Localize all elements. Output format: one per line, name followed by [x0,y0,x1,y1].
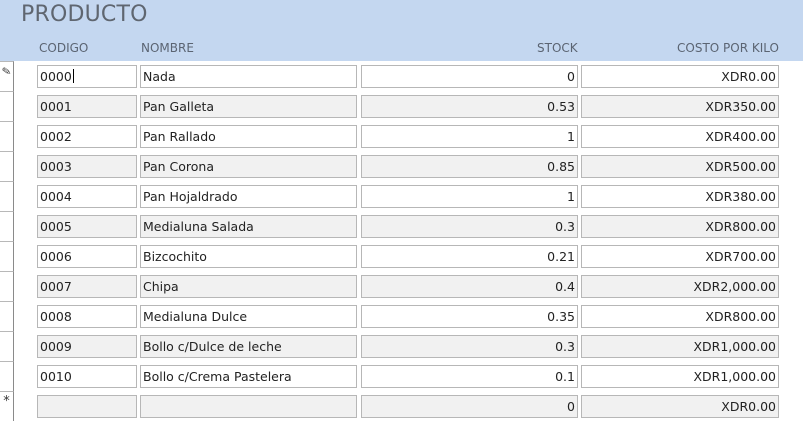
record-row: 0010 Bollo c/Crema Pastelera 0.1 XDR1,00… [0,361,803,391]
new-record-selector[interactable]: * [0,391,14,421]
text-cursor [72,69,74,83]
stock-field[interactable]: 0.1 [361,365,578,388]
record-selector[interactable] [0,271,14,301]
record-selector[interactable] [0,241,14,271]
nombre-field[interactable]: Bollo c/Dulce de leche [140,335,357,358]
stock-field[interactable]: 1 [361,125,578,148]
codigo-field[interactable]: 0003 [37,155,137,178]
record-selector[interactable] [0,301,14,331]
codigo-field[interactable]: 0000 [37,65,137,88]
costo-field[interactable]: XDR0.00 [581,65,779,88]
record-selector[interactable] [0,211,14,241]
costo-field[interactable]: XDR800.00 [581,305,779,328]
costo-field[interactable]: XDR2,000.00 [581,275,779,298]
new-record-asterisk-icon: * [3,394,10,409]
stock-field[interactable]: 0 [361,65,578,88]
codigo-field[interactable]: 0009 [37,335,137,358]
stock-field[interactable]: 0.85 [361,155,578,178]
form-title: PRODUCTO [21,2,148,27]
codigo-field[interactable]: 0006 [37,245,137,268]
nombre-field[interactable] [140,395,357,418]
record-row: 0004 Pan Hojaldrado 1 XDR380.00 [0,181,803,211]
stock-field[interactable]: 0 [361,395,578,418]
record-row: 0007 Chipa 0.4 XDR2,000.00 [0,271,803,301]
stock-field[interactable]: 1 [361,185,578,208]
record-selector[interactable] [0,331,14,361]
nombre-field[interactable]: Pan Corona [140,155,357,178]
costo-field[interactable]: XDR350.00 [581,95,779,118]
costo-field[interactable]: XDR400.00 [581,125,779,148]
record-row: 0006 Bizcochito 0.21 XDR700.00 [0,241,803,271]
costo-field[interactable]: XDR700.00 [581,245,779,268]
form-header: PRODUCTO CODIGO NOMBRE STOCK COSTO POR K… [0,0,803,61]
nombre-field[interactable]: Medialuna Dulce [140,305,357,328]
nombre-field[interactable]: Pan Galleta [140,95,357,118]
nombre-field[interactable]: Chipa [140,275,357,298]
record-selector[interactable] [0,361,14,391]
codigo-field[interactable]: 0002 [37,125,137,148]
column-header-costo: COSTO POR KILO [677,41,779,55]
nombre-field[interactable]: Pan Rallado [140,125,357,148]
stock-field[interactable]: 0.4 [361,275,578,298]
stock-field[interactable]: 0.35 [361,305,578,328]
column-header-nombre: NOMBRE [141,41,194,55]
codigo-field[interactable]: 0008 [37,305,137,328]
record-row: 0005 Medialuna Salada 0.3 XDR800.00 [0,211,803,241]
record-row: ✎ 0000 Nada 0 XDR0.00 [0,61,803,91]
nombre-field[interactable]: Bizcochito [140,245,357,268]
codigo-field[interactable]: 0001 [37,95,137,118]
column-header-stock: STOCK [537,41,578,55]
stock-field[interactable]: 0.3 [361,215,578,238]
costo-field[interactable]: XDR0.00 [581,395,779,418]
record-row: 0009 Bollo c/Dulce de leche 0.3 XDR1,000… [0,331,803,361]
record-selector[interactable] [0,151,14,181]
codigo-value: 0000 [40,69,72,84]
record-selector[interactable]: ✎ [0,61,14,91]
costo-field[interactable]: XDR1,000.00 [581,335,779,358]
nombre-field[interactable]: Bollo c/Crema Pastelera [140,365,357,388]
record-row: 0002 Pan Rallado 1 XDR400.00 [0,121,803,151]
codigo-field[interactable]: 0007 [37,275,137,298]
codigo-field[interactable]: 0004 [37,185,137,208]
record-selector[interactable] [0,121,14,151]
record-row: 0008 Medialuna Dulce 0.35 XDR800.00 [0,301,803,331]
costo-field[interactable]: XDR800.00 [581,215,779,238]
record-row: 0003 Pan Corona 0.85 XDR500.00 [0,151,803,181]
nombre-field[interactable]: Nada [140,65,357,88]
nombre-field[interactable]: Medialuna Salada [140,215,357,238]
costo-field[interactable]: XDR500.00 [581,155,779,178]
pencil-icon: ✎ [0,64,13,79]
codigo-field[interactable]: 0010 [37,365,137,388]
stock-field[interactable]: 0.3 [361,335,578,358]
column-header-codigo: CODIGO [39,41,89,55]
nombre-field[interactable]: Pan Hojaldrado [140,185,357,208]
codigo-field[interactable] [37,395,137,418]
record-row: 0001 Pan Galleta 0.53 XDR350.00 [0,91,803,121]
record-selector[interactable] [0,91,14,121]
stock-field[interactable]: 0.21 [361,245,578,268]
codigo-field[interactable]: 0005 [37,215,137,238]
costo-field[interactable]: XDR1,000.00 [581,365,779,388]
new-record-row: * 0 XDR0.00 [0,391,803,421]
record-selector[interactable] [0,181,14,211]
costo-field[interactable]: XDR380.00 [581,185,779,208]
stock-field[interactable]: 0.53 [361,95,578,118]
